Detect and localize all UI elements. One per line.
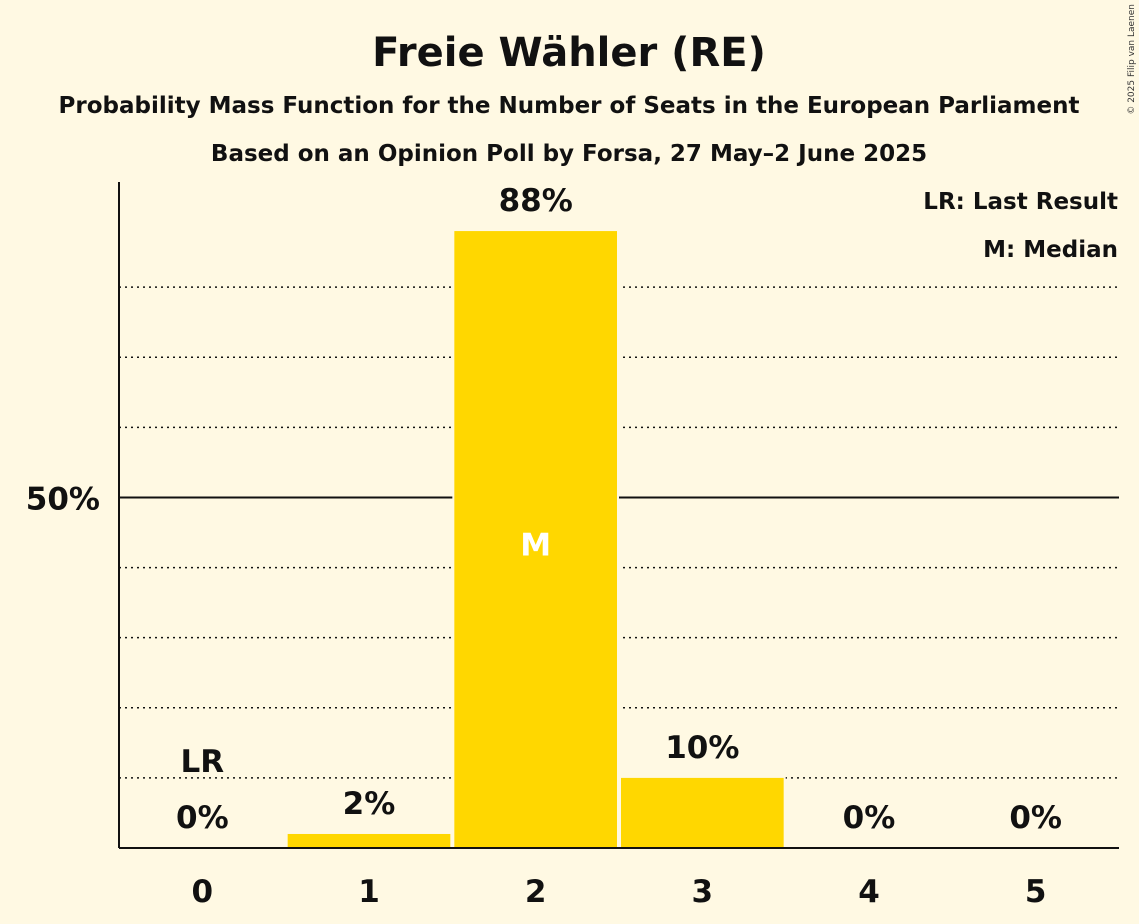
chart-subtitle: Probability Mass Function for the Number… [59,93,1080,119]
x-tick-label-2: 2 [525,874,547,910]
data-label-5: 0% [1009,800,1062,836]
x-tick-label-4: 4 [858,874,880,910]
bars [285,229,786,849]
data-label-3: 10% [665,730,739,766]
x-tick-label-5: 5 [1025,874,1047,910]
bar-1 [287,833,451,848]
last-result-marker: LR [181,744,225,780]
chart-title: Freie Wähler (RE) [372,30,766,76]
median-marker: M [520,527,551,563]
data-label-0: 0% [176,800,229,836]
x-tick-label-1: 1 [358,874,380,910]
data-label-1: 2% [343,786,396,822]
x-tick-label-3: 3 [692,874,714,910]
bar-2 [454,231,617,849]
x-tick-label-0: 0 [192,874,214,910]
legend-last-result: LR: Last Result [923,189,1118,215]
y-tick-label-0: 50% [26,481,100,517]
chart-subtitle-source: Based on an Opinion Poll by Forsa, 27 Ma… [211,141,927,167]
bar-3 [621,777,784,848]
legend-median: M: Median [983,237,1118,263]
copyright-text: © 2025 Filip van Laenen [1127,4,1137,115]
data-label-4: 0% [843,800,896,836]
data-label-2: 88% [499,183,573,219]
